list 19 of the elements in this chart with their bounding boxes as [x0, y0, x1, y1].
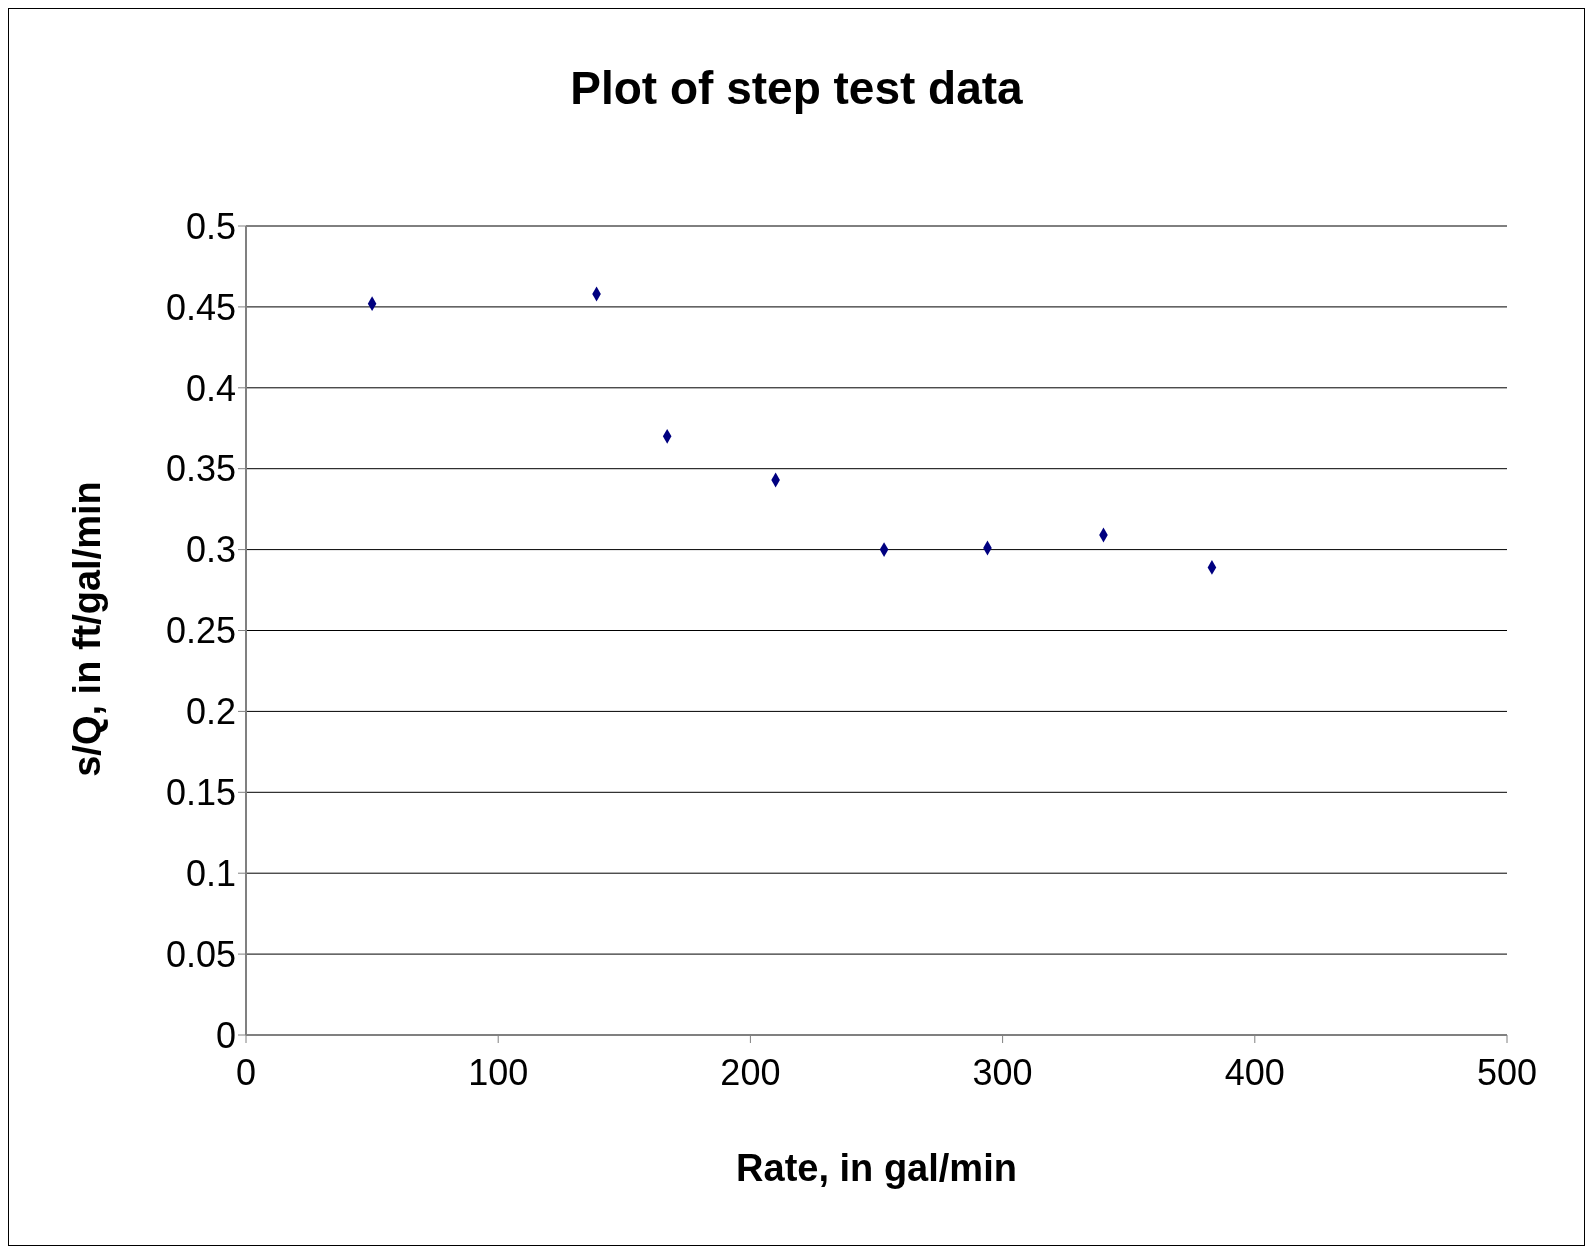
y-tick-label: 0.45	[165, 286, 236, 328]
y-tick-label: 0.15	[165, 772, 236, 814]
y-tick-label: 0.25	[165, 610, 236, 652]
y-tick-label: 0.05	[165, 933, 236, 975]
chart-title: Plot of step test data	[569, 61, 1024, 115]
x-tick-label: 100	[468, 1051, 529, 1093]
y-tick-label: 0.5	[185, 205, 236, 247]
x-tick-label: 300	[972, 1051, 1033, 1093]
y-tick-label: 0	[215, 1014, 236, 1056]
x-tick-label: 400	[1224, 1051, 1285, 1093]
x-axis-title: Rate, in gal/min	[735, 1147, 1018, 1190]
x-tick-label: 200	[720, 1051, 781, 1093]
y-tick-label: 0.3	[185, 529, 236, 571]
x-tick-label: 500	[1476, 1051, 1538, 1093]
y-tick-label: 0.4	[185, 367, 236, 409]
y-tick-label: 0.35	[165, 448, 236, 490]
y-axis-title: s/Q, in ft/gal/min	[65, 481, 109, 777]
y-tick-label: 0.2	[185, 691, 236, 733]
y-tick-label: 0.1	[185, 852, 236, 894]
